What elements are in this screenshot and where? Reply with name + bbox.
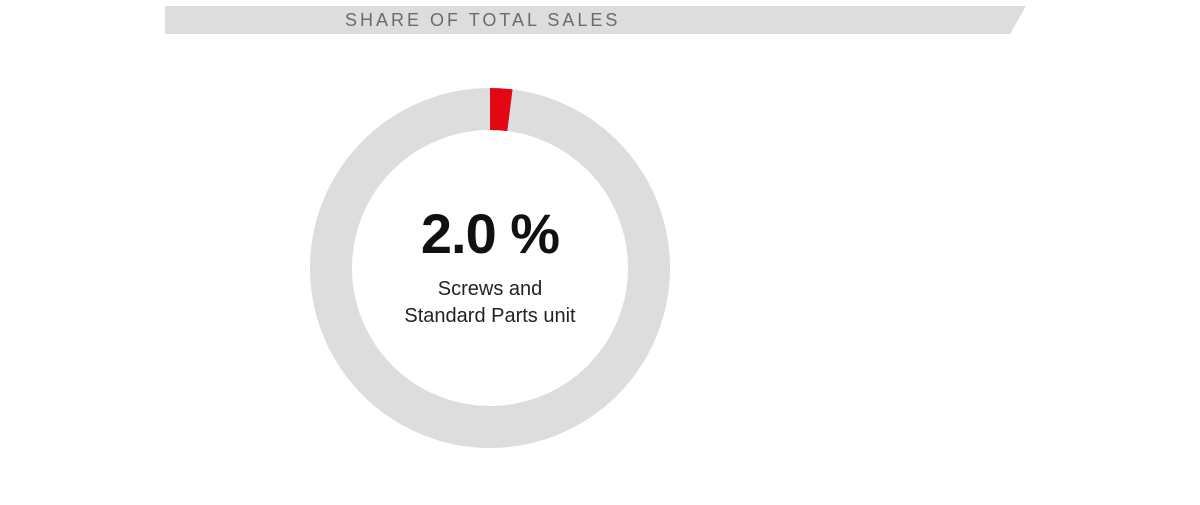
- header-ribbon: SHARE OF TOTAL SALES: [165, 6, 1010, 34]
- donut-chart: 2.0 % Screws and Standard Parts unit: [300, 78, 680, 458]
- header-title: SHARE OF TOTAL SALES: [165, 10, 640, 31]
- donut-svg: [300, 78, 680, 458]
